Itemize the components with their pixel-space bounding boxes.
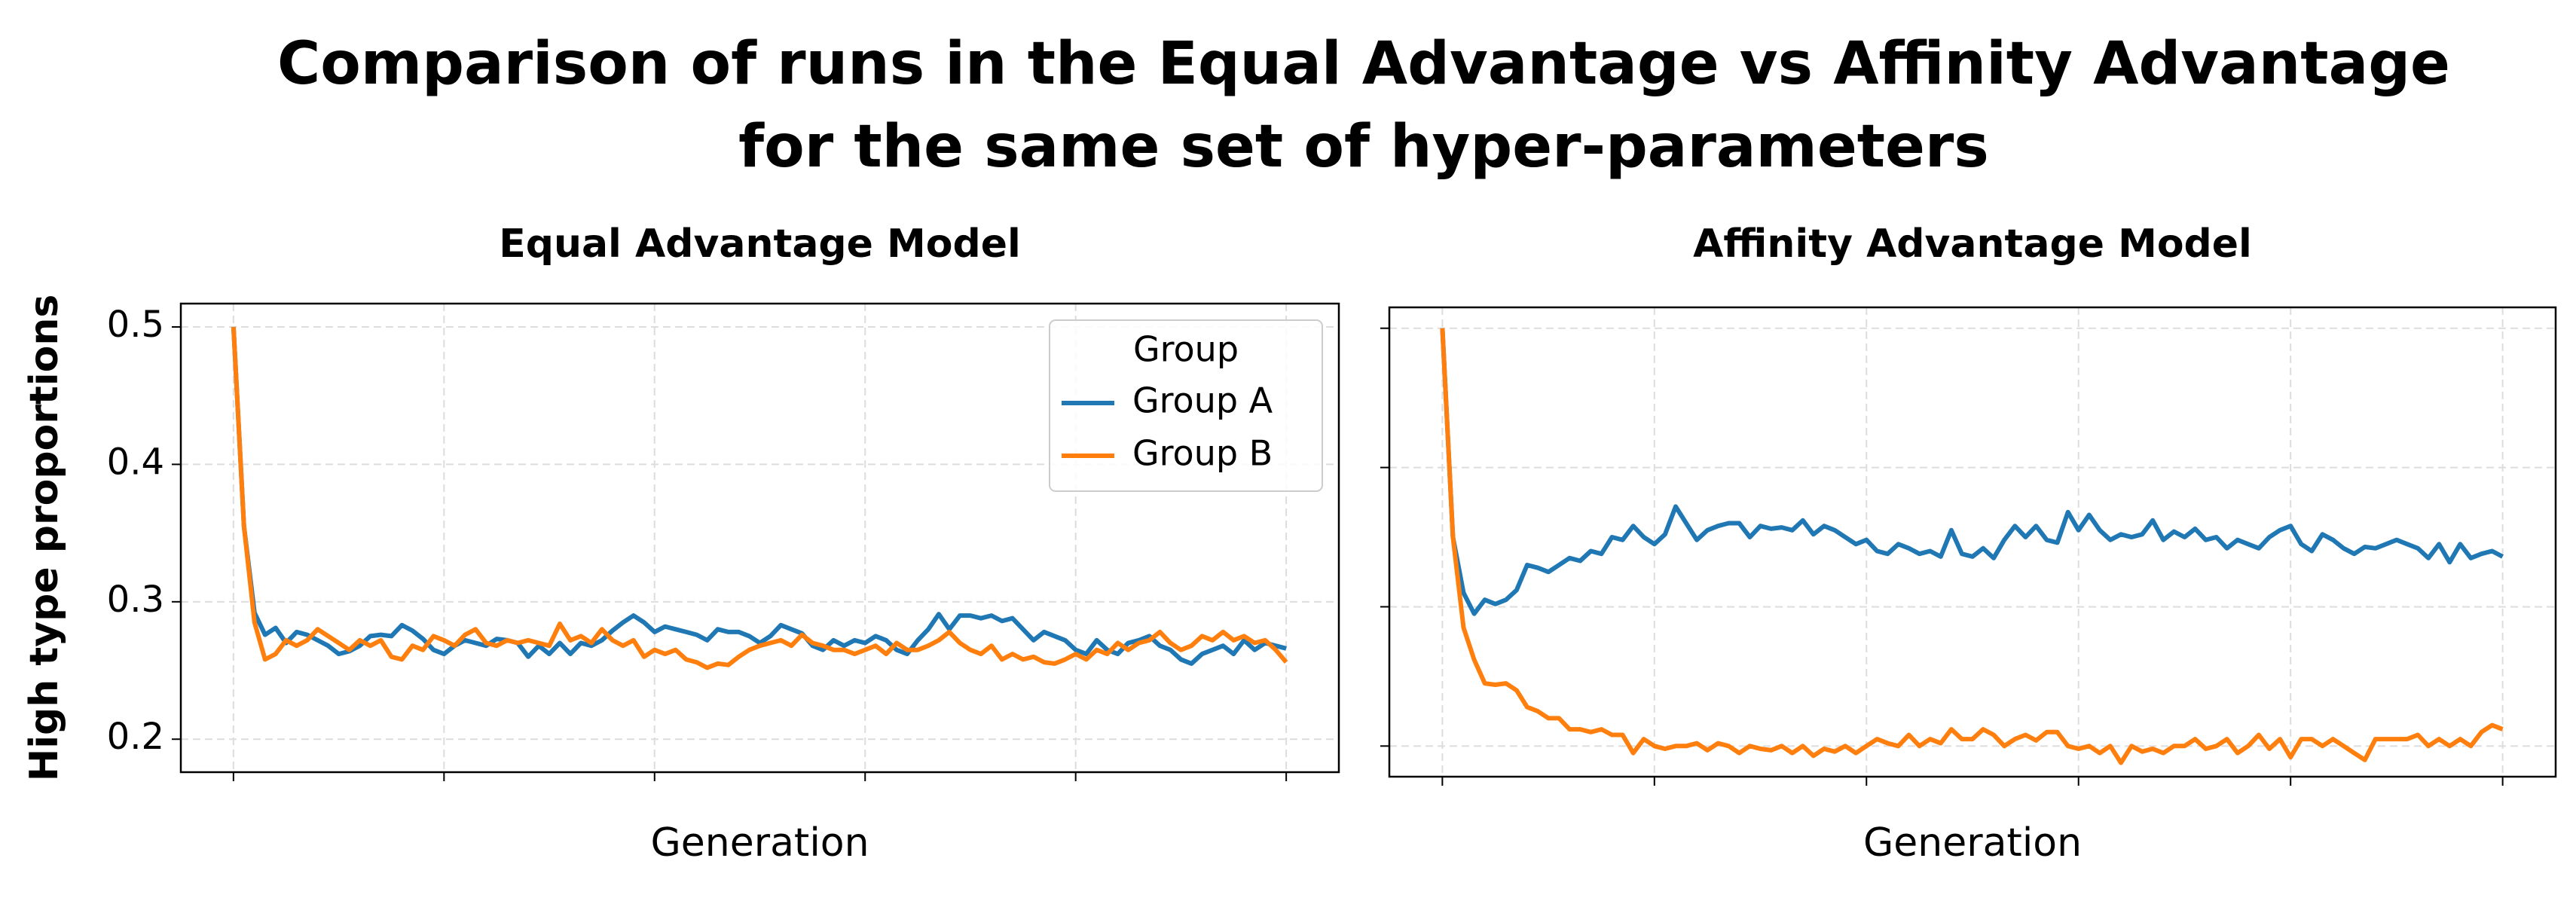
y-axis-label: High type proportions — [22, 295, 67, 782]
y-tick-label: 0.5 — [107, 304, 164, 346]
legend-label: Group A — [1132, 380, 1273, 421]
legend: Group Group A Group B — [1049, 319, 1323, 492]
subplot-title: Affinity Advantage Model — [1693, 221, 2252, 267]
legend-label: Group B — [1132, 433, 1273, 474]
legend-box — [1049, 319, 1323, 492]
x-axis-label: Generation — [650, 820, 869, 866]
plot-frame — [1388, 306, 2557, 778]
subplot-title: Equal Advantage Model — [499, 221, 1021, 267]
legend-title: Group — [1133, 329, 1239, 370]
plot-frame — [179, 302, 1340, 774]
x-axis-label: Generation — [1863, 820, 2082, 866]
series-line — [1440, 328, 2504, 616]
series-line — [231, 326, 1288, 670]
y-tick-label: 0.4 — [107, 441, 164, 483]
y-tick-label: 0.2 — [107, 716, 164, 758]
figure-title: Comparison of runs in the Equal Advantag… — [277, 30, 2450, 181]
y-tick-label: 0.3 — [107, 579, 164, 621]
series-line — [1440, 328, 2504, 765]
